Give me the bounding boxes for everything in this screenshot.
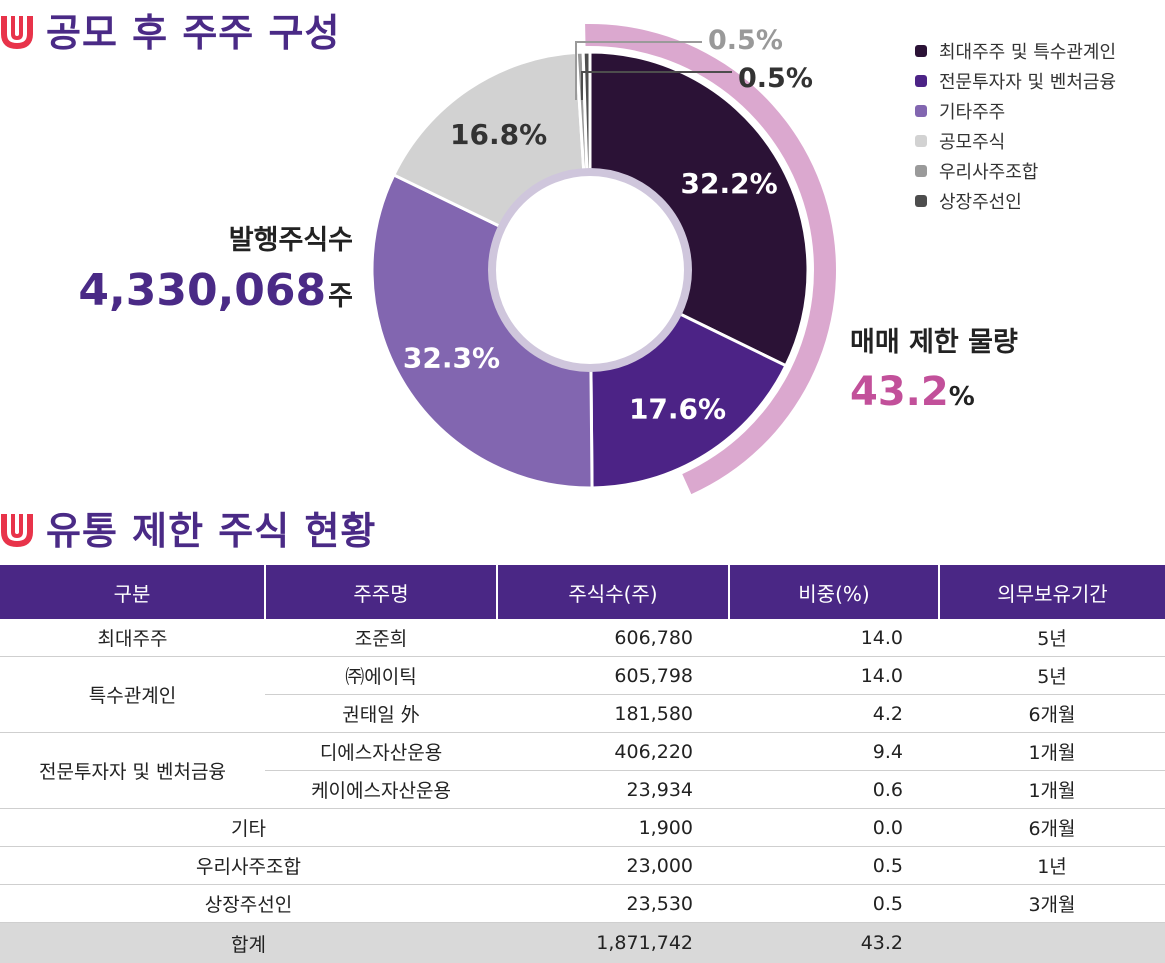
legend-label: 전문투자자 및 벤처금융	[939, 72, 1117, 93]
section-title-shareholders: 공모 후 주주 구성	[0, 2, 340, 57]
cell-category: 전문투자자 및 벤처금융	[0, 732, 265, 809]
legend-item: 상장주선인	[915, 186, 1116, 216]
issued-shares-label: 발행주식수	[228, 225, 353, 256]
cell-ratio: 14.0	[729, 656, 939, 695]
cell-category: 우리사주조합	[0, 846, 497, 885]
issued-shares-block: 발행주식수 4,330,068주	[78, 218, 353, 316]
cell-ratio: 0.5	[729, 846, 939, 885]
cell-shares: 406,220	[497, 732, 729, 771]
table-header-row: 구분 주주명 주식수(주) 비중(%) 의무보유기간	[0, 565, 1165, 619]
legend-label: 기타주주	[939, 102, 1006, 123]
cell-period: 6개월	[939, 808, 1165, 847]
callout-leader	[581, 71, 732, 100]
legend-item: 최대주주 및 특수관계인	[915, 36, 1116, 66]
restricted-volume-value: 43.2%	[850, 369, 975, 415]
cell-shares: 23,530	[497, 884, 729, 923]
legend-item: 우리사주조합	[915, 156, 1116, 186]
cell-category: 특수관계인	[0, 656, 265, 733]
table-row: 최대주주 조준희 606,780 14.0 5년	[0, 619, 1165, 657]
cell-total-ratio: 43.2	[729, 922, 939, 963]
cell-shares: 23,934	[497, 770, 729, 809]
legend-swatch	[915, 105, 927, 117]
cell-total-period	[939, 922, 1165, 963]
page-title: 공모 후 주주 구성	[46, 11, 341, 55]
cell-holder: 권태일 外	[265, 694, 497, 733]
legend-swatch	[915, 45, 927, 57]
slice-data-label: 17.6%	[629, 393, 726, 426]
cell-holder: 디에스자산운용	[265, 732, 497, 771]
cell-shares: 606,780	[497, 619, 729, 657]
table-row: 권태일 外 181,580 4.2 6개월	[0, 694, 1165, 733]
section-heading: 유통 제한 주식 현황	[46, 509, 377, 553]
table-row: 우리사주조합 23,000 0.5 1년	[0, 846, 1165, 885]
cell-ratio: 14.0	[729, 619, 939, 657]
cell-ratio: 4.2	[729, 694, 939, 733]
slice-data-label: 32.3%	[403, 342, 500, 375]
legend-item: 전문투자자 및 벤처금융	[915, 66, 1116, 96]
cell-total-shares: 1,871,742	[497, 922, 729, 963]
header-holder: 주주명	[264, 565, 497, 619]
cell-category: 기타	[0, 808, 497, 847]
brand-u-icon	[1, 513, 33, 547]
legend-label: 최대주주 및 특수관계인	[939, 42, 1117, 63]
restricted-volume-label: 매매 제한 물량	[850, 327, 1018, 358]
legend-label: 공모주식	[939, 132, 1006, 153]
cell-holder: 케이에스자산운용	[265, 770, 497, 809]
slice-data-label: 0.5%	[708, 25, 783, 56]
cell-shares: 181,580	[497, 694, 729, 733]
legend-swatch	[915, 75, 927, 87]
cell-period: 1개월	[939, 770, 1165, 809]
header-shares: 주식수(주)	[496, 565, 729, 619]
header-ratio: 비중(%)	[728, 565, 939, 619]
table-total-row: 합계 1,871,742 43.2	[0, 922, 1165, 963]
cell-holder: 조준희	[265, 619, 497, 657]
table-row: 특수관계인 ㈜에이틱 605,798 14.0 5년	[0, 656, 1165, 733]
cell-category: 최대주주	[0, 619, 265, 657]
table-row: 상장주선인 23,530 0.5 3개월	[0, 884, 1165, 923]
callout-leader	[575, 41, 702, 100]
legend-swatch	[915, 195, 927, 207]
cell-period: 1개월	[939, 732, 1165, 771]
cell-shares: 605,798	[497, 656, 729, 695]
legend-item: 공모주식	[915, 126, 1116, 156]
legend-item: 기타주주	[915, 96, 1116, 126]
slice-data-label: 16.8%	[450, 118, 547, 151]
donut-hole	[488, 168, 692, 372]
restricted-shares-table: 구분 주주명 주식수(주) 비중(%) 의무보유기간 최대주주 조준희 606,…	[0, 565, 1165, 963]
issued-shares-value: 4,330,068주	[78, 265, 353, 316]
cell-period: 1년	[939, 846, 1165, 885]
slice-data-label: 0.5%	[738, 63, 813, 94]
legend-label: 우리사주조합	[939, 162, 1039, 183]
header-period: 의무보유기간	[938, 565, 1165, 619]
cell-period: 3개월	[939, 884, 1165, 923]
cell-period: 5년	[939, 656, 1165, 695]
slice-data-label: 32.2%	[681, 167, 778, 200]
cell-ratio: 0.5	[729, 884, 939, 923]
table-row: 케이에스자산운용 23,934 0.6 1개월	[0, 770, 1165, 809]
cell-total-label: 합계	[0, 922, 497, 963]
cell-holder: ㈜에이틱	[265, 656, 497, 695]
table-row: 기타 1,900 0.0 6개월	[0, 808, 1165, 847]
ownership-donut-chart: 32.2% 17.6% 32.3% 16.8% 0.5% 0.5%	[370, 24, 836, 495]
header-category: 구분	[0, 565, 265, 619]
legend-swatch	[915, 165, 927, 177]
table-row: 전문투자자 및 벤처금융 디에스자산운용 406,220 9.4 1개월	[0, 732, 1165, 809]
cell-shares: 1,900	[497, 808, 729, 847]
legend-label: 상장주선인	[939, 192, 1022, 213]
cell-ratio: 0.0	[729, 808, 939, 847]
cell-period: 6개월	[939, 694, 1165, 733]
restricted-volume-block: 매매 제한 물량 43.2%	[850, 320, 1018, 415]
cell-shares: 23,000	[497, 846, 729, 885]
brand-u-icon	[1, 15, 33, 49]
legend-swatch	[915, 135, 927, 147]
section-title-restricted: 유통 제한 주식 현황	[0, 500, 376, 555]
cell-ratio: 0.6	[729, 770, 939, 809]
cell-period: 5년	[939, 619, 1165, 657]
cell-category: 상장주선인	[0, 884, 497, 923]
cell-ratio: 9.4	[729, 732, 939, 771]
